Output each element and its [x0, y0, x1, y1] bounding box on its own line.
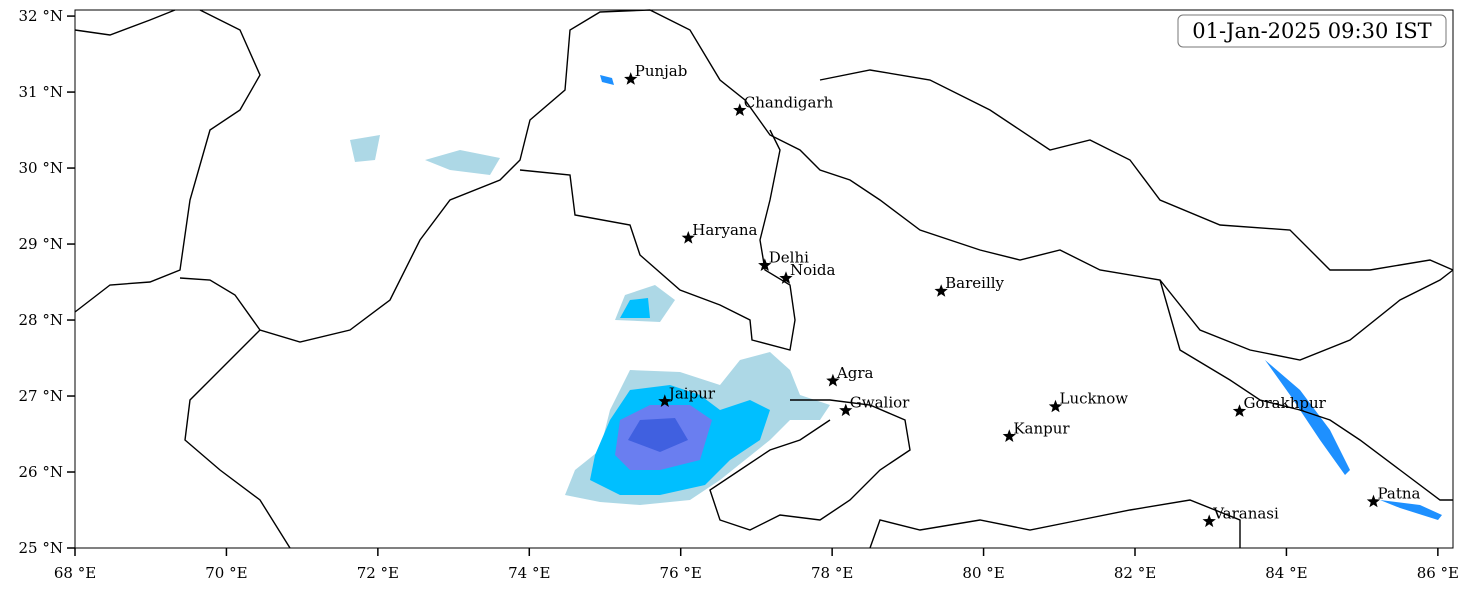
y-tick-label: 30 °N — [19, 159, 63, 177]
city-marker — [758, 258, 772, 271]
city-label: Punjab — [635, 62, 688, 80]
y-tick-label: 27 °N — [19, 387, 63, 405]
city-label: Delhi — [769, 248, 809, 266]
city-label: Gwalior — [850, 393, 910, 411]
timestamp-frame — [1177, 14, 1447, 48]
city-marker — [658, 394, 672, 407]
city-marker — [826, 373, 840, 387]
country-border — [74, 9, 261, 313]
x-tick-label: 78 °E — [811, 564, 853, 582]
city-marker — [1232, 404, 1247, 417]
city-marker — [1202, 514, 1216, 528]
x-tick-label: 84 °E — [1265, 564, 1307, 582]
y-tick-label: 31 °N — [19, 83, 63, 101]
x-tick-label: 82 °E — [1114, 564, 1156, 582]
city-marker — [934, 284, 948, 297]
y-tick-label: 25 °N — [19, 539, 63, 557]
city-label: Agra — [836, 364, 874, 382]
city-marker — [779, 271, 793, 284]
frame — [74, 9, 1454, 549]
x-tick-label: 86 °E — [1417, 564, 1459, 582]
borders — [74, 9, 1454, 549]
state-border — [709, 399, 911, 531]
x-tick-label: 70 °E — [205, 564, 247, 582]
city-label: Jaipur — [667, 384, 716, 402]
rain-light — [350, 135, 380, 162]
rain-moderate — [1380, 500, 1442, 520]
timestamp-box: 01-Jan-2025 09:30 IST — [1177, 14, 1447, 48]
city-label: Kanpur — [1013, 419, 1070, 437]
rain-moderate — [600, 75, 614, 85]
city-label: Chandigarh — [744, 93, 834, 111]
state-border — [184, 329, 291, 549]
city-label: Haryana — [692, 221, 757, 239]
rain-light — [425, 150, 500, 175]
city-label: Bareilly — [945, 274, 1004, 292]
city-label: Noida — [790, 261, 836, 279]
city-label: Lucknow — [1060, 390, 1129, 408]
city-marker — [1002, 429, 1016, 442]
rain-moderate — [620, 298, 650, 318]
rain-very-heavy — [628, 418, 688, 452]
state-border — [869, 499, 1241, 549]
x-tick-label: 68 °E — [54, 564, 96, 582]
city-label: Varanasi — [1212, 504, 1279, 522]
state-border — [1159, 279, 1453, 501]
city-marker — [1048, 399, 1063, 413]
y-tick-label: 32 °N — [19, 7, 63, 25]
state-border — [519, 129, 796, 351]
city-marker — [681, 231, 695, 244]
x-tick-label: 72 °E — [357, 564, 399, 582]
x-tick-label: 74 °E — [508, 564, 550, 582]
city-label: Patna — [1378, 485, 1421, 503]
city-label: Gorakhpur — [1243, 394, 1326, 412]
timestamp: 01-Jan-2025 09:30 IST — [1192, 19, 1431, 43]
rain-moderate — [1265, 360, 1350, 475]
city-marker — [624, 72, 638, 85]
x-tick-label: 76 °E — [660, 564, 702, 582]
city-marker — [733, 103, 747, 116]
precipitation — [350, 75, 1442, 520]
x-tick-label: 80 °E — [962, 564, 1004, 582]
city-marker — [1366, 494, 1381, 508]
y-tick-label: 29 °N — [19, 235, 63, 253]
country-border — [819, 69, 1454, 271]
y-tick-label: 28 °N — [19, 311, 63, 329]
y-tick-label: 26 °N — [19, 463, 63, 481]
city-marker — [839, 403, 853, 417]
country-border — [179, 9, 1454, 361]
